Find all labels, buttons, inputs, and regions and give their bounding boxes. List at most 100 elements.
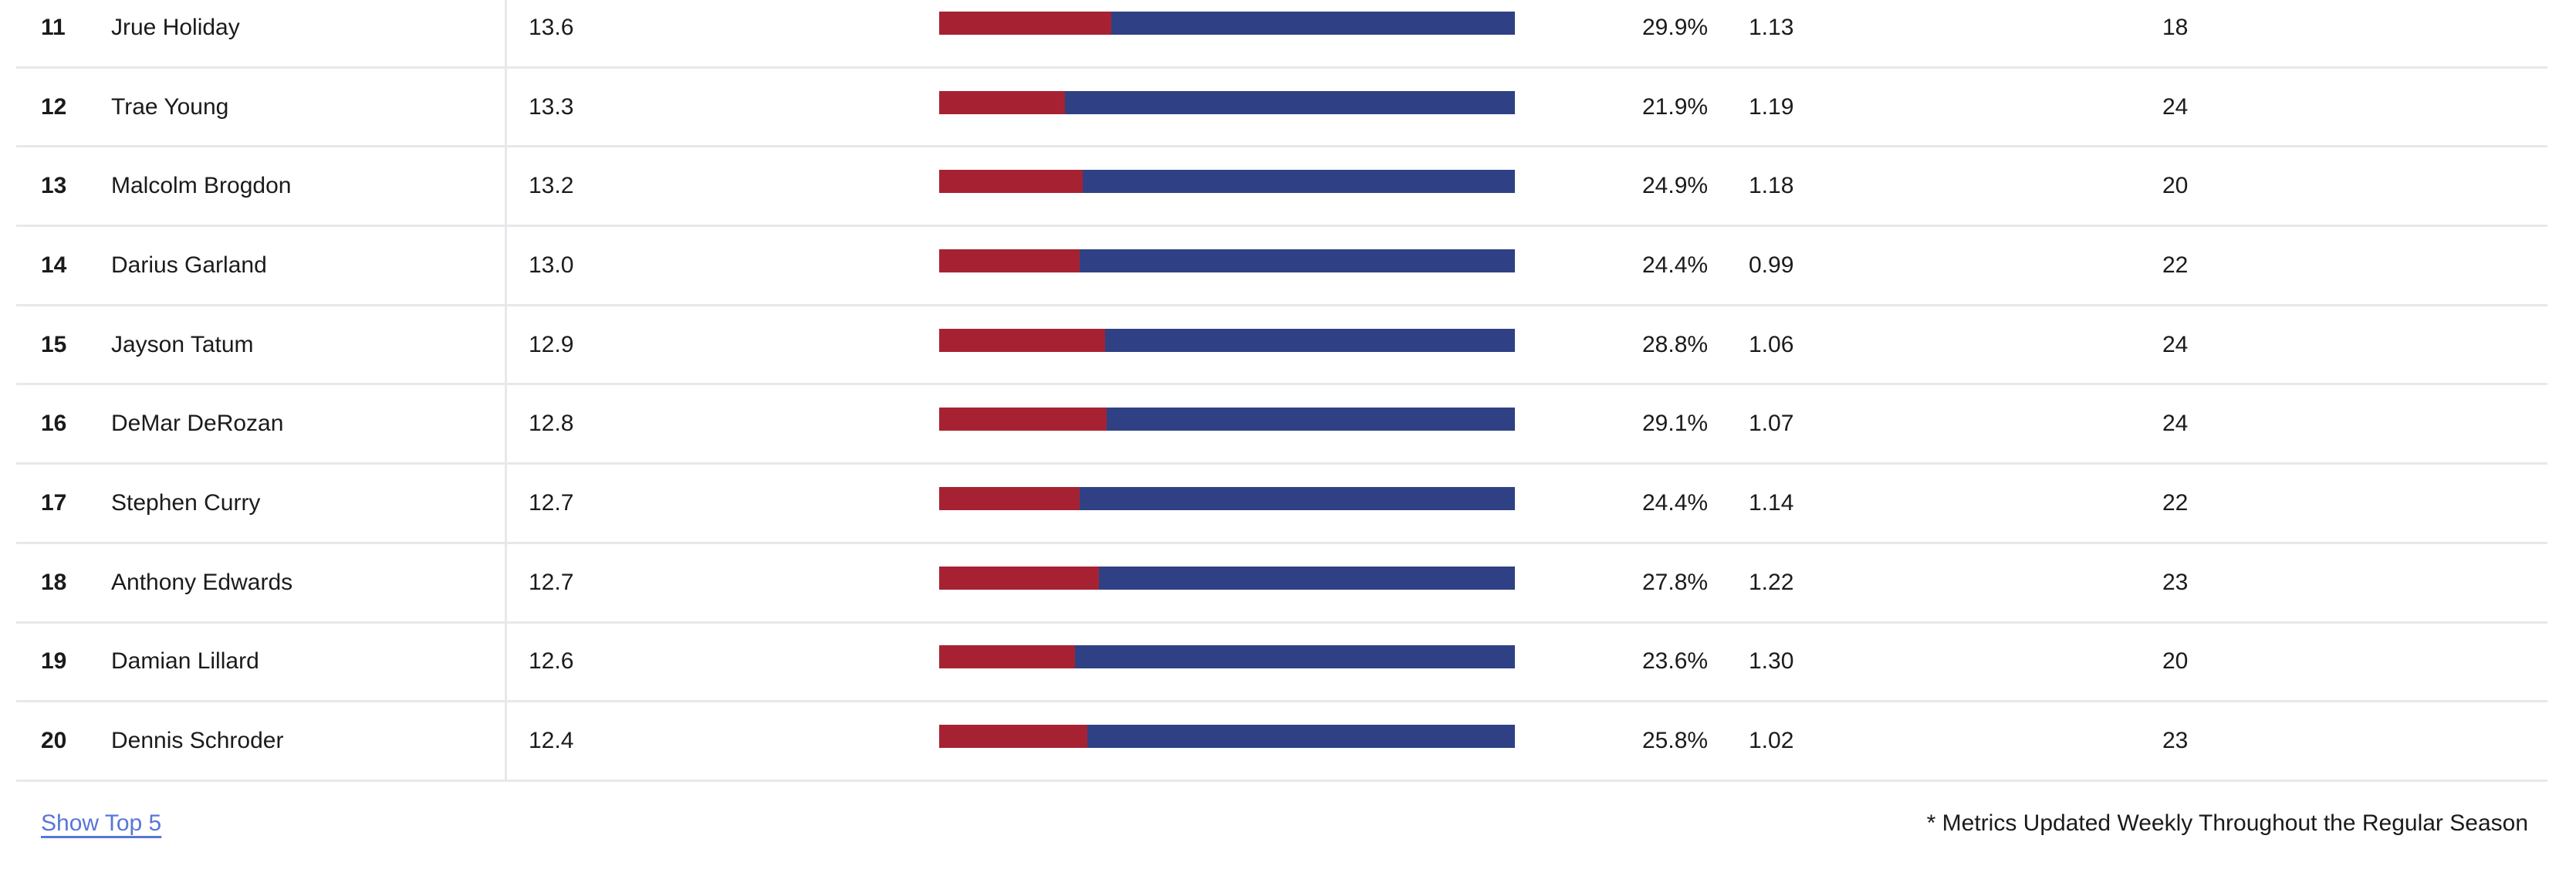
table-row: 13 Malcolm Brogdon 13.2 24.9% 1.18 20 [16, 147, 2547, 228]
count-cell: 20 [2162, 648, 2189, 675]
leaderboard-table: 11 Jrue Holiday 13.6 29.9% 1.13 18 12 Tr… [16, 0, 2547, 782]
count-cell: 23 [2162, 728, 2189, 754]
value-cell: 13.6 [529, 14, 574, 40]
table-footer: Show Top 5 * Metrics Updated Weekly Thro… [0, 782, 2576, 893]
pct-cell: 24.9% [1642, 173, 1709, 199]
value-cell: 12.9 [529, 331, 574, 357]
table-row: 19 Damian Lillard 12.6 23.6% 1.30 20 [16, 623, 2547, 703]
bar-red-segment [939, 486, 1080, 510]
bar-blue-segment [1104, 328, 1515, 352]
rank-cell: 12 [41, 93, 67, 120]
value-cell: 12.4 [529, 728, 574, 754]
table-row: 16 DeMar DeRozan 12.8 29.1% 1.07 24 [16, 385, 2547, 465]
show-top-5-link[interactable]: Show Top 5 [41, 810, 162, 836]
rank-cell: 15 [41, 331, 67, 357]
stacked-bar [939, 328, 1515, 352]
value-cell: 12.7 [529, 489, 574, 516]
table-row: 15 Jayson Tatum 12.9 28.8% 1.06 24 [16, 306, 2547, 386]
count-cell: 24 [2162, 93, 2189, 120]
column-divider [505, 0, 507, 782]
rank-cell: 20 [41, 728, 67, 754]
pct-cell: 24.4% [1642, 489, 1709, 516]
player-name: Damian Lillard [111, 648, 259, 675]
stacked-bar [939, 566, 1515, 590]
rank-cell: 14 [41, 252, 67, 278]
bar-blue-segment [1111, 11, 1515, 35]
ratio-cell: 0.99 [1749, 252, 1794, 278]
bar-red-segment [939, 170, 1083, 194]
bar-red-segment [939, 11, 1112, 35]
table-row: 20 Dennis Schroder 12.4 25.8% 1.02 23 [16, 702, 2547, 782]
stacked-bar [939, 486, 1515, 510]
value-cell: 13.0 [529, 252, 574, 278]
table-row: 14 Darius Garland 13.0 24.4% 0.99 22 [16, 227, 2547, 306]
stacked-bar [939, 408, 1515, 431]
bar-blue-segment [1087, 725, 1515, 749]
count-cell: 20 [2162, 173, 2189, 199]
stacked-bar [939, 249, 1515, 272]
value-cell: 12.7 [529, 569, 574, 595]
table-row: 17 Stephen Curry 12.7 24.4% 1.14 22 [16, 465, 2547, 544]
stacked-bar [939, 725, 1515, 749]
count-cell: 24 [2162, 331, 2189, 357]
player-name: Malcolm Brogdon [111, 173, 292, 199]
value-cell: 13.2 [529, 173, 574, 199]
stacked-bar [939, 90, 1515, 114]
bar-blue-segment [1065, 90, 1515, 114]
bar-red-segment [939, 90, 1066, 114]
rank-cell: 19 [41, 648, 67, 675]
value-cell: 12.6 [529, 648, 574, 675]
value-cell: 12.8 [529, 411, 574, 437]
ratio-cell: 1.30 [1749, 648, 1794, 675]
table-row: 11 Jrue Holiday 13.6 29.9% 1.13 18 [16, 0, 2547, 69]
bar-red-segment [939, 645, 1076, 669]
ratio-cell: 1.02 [1749, 728, 1794, 754]
count-cell: 22 [2162, 489, 2189, 516]
rank-cell: 18 [41, 569, 67, 595]
player-name: Jrue Holiday [111, 14, 240, 40]
pct-cell: 28.8% [1642, 331, 1709, 357]
bar-red-segment [939, 408, 1107, 431]
table-body: 11 Jrue Holiday 13.6 29.9% 1.13 18 12 Tr… [16, 0, 2547, 782]
metrics-footnote: * Metrics Updated Weekly Throughout the … [1926, 810, 2528, 836]
player-name: Stephen Curry [111, 489, 261, 516]
bar-red-segment [939, 249, 1080, 272]
ratio-cell: 1.19 [1749, 93, 1794, 120]
player-name: Jayson Tatum [111, 331, 254, 357]
bar-blue-segment [1075, 645, 1515, 669]
value-cell: 13.3 [529, 93, 574, 120]
bar-blue-segment [1099, 566, 1515, 590]
pct-cell: 21.9% [1642, 93, 1709, 120]
stacked-bar [939, 170, 1515, 194]
bar-red-segment [939, 566, 1100, 590]
ratio-cell: 1.14 [1749, 489, 1794, 516]
count-cell: 24 [2162, 411, 2189, 437]
ratio-cell: 1.07 [1749, 411, 1794, 437]
rank-cell: 11 [41, 14, 66, 40]
table-row: 18 Anthony Edwards 12.7 27.8% 1.22 23 [16, 543, 2547, 624]
bar-blue-segment [1080, 486, 1515, 510]
bar-blue-segment [1107, 408, 1515, 431]
player-name: Dennis Schroder [111, 728, 284, 754]
pct-cell: 25.8% [1642, 728, 1709, 754]
bar-red-segment [939, 725, 1088, 749]
player-name: DeMar DeRozan [111, 411, 284, 437]
rank-cell: 13 [41, 173, 67, 199]
pct-cell: 29.9% [1642, 14, 1709, 40]
table-row: 12 Trae Young 13.3 21.9% 1.19 24 [16, 68, 2547, 148]
ratio-cell: 1.13 [1749, 14, 1794, 40]
stacked-bar [939, 11, 1515, 35]
rank-cell: 17 [41, 489, 67, 516]
ratio-cell: 1.06 [1749, 331, 1794, 357]
bar-blue-segment [1080, 249, 1515, 272]
rank-cell: 16 [41, 411, 67, 437]
pct-cell: 27.8% [1642, 569, 1709, 595]
player-name: Trae Young [111, 93, 229, 120]
count-cell: 18 [2162, 14, 2189, 40]
pct-cell: 24.4% [1642, 252, 1709, 278]
count-cell: 22 [2162, 252, 2189, 278]
stacked-bar [939, 645, 1515, 669]
pct-cell: 29.1% [1642, 411, 1709, 437]
count-cell: 23 [2162, 569, 2189, 595]
player-name: Darius Garland [111, 252, 267, 278]
